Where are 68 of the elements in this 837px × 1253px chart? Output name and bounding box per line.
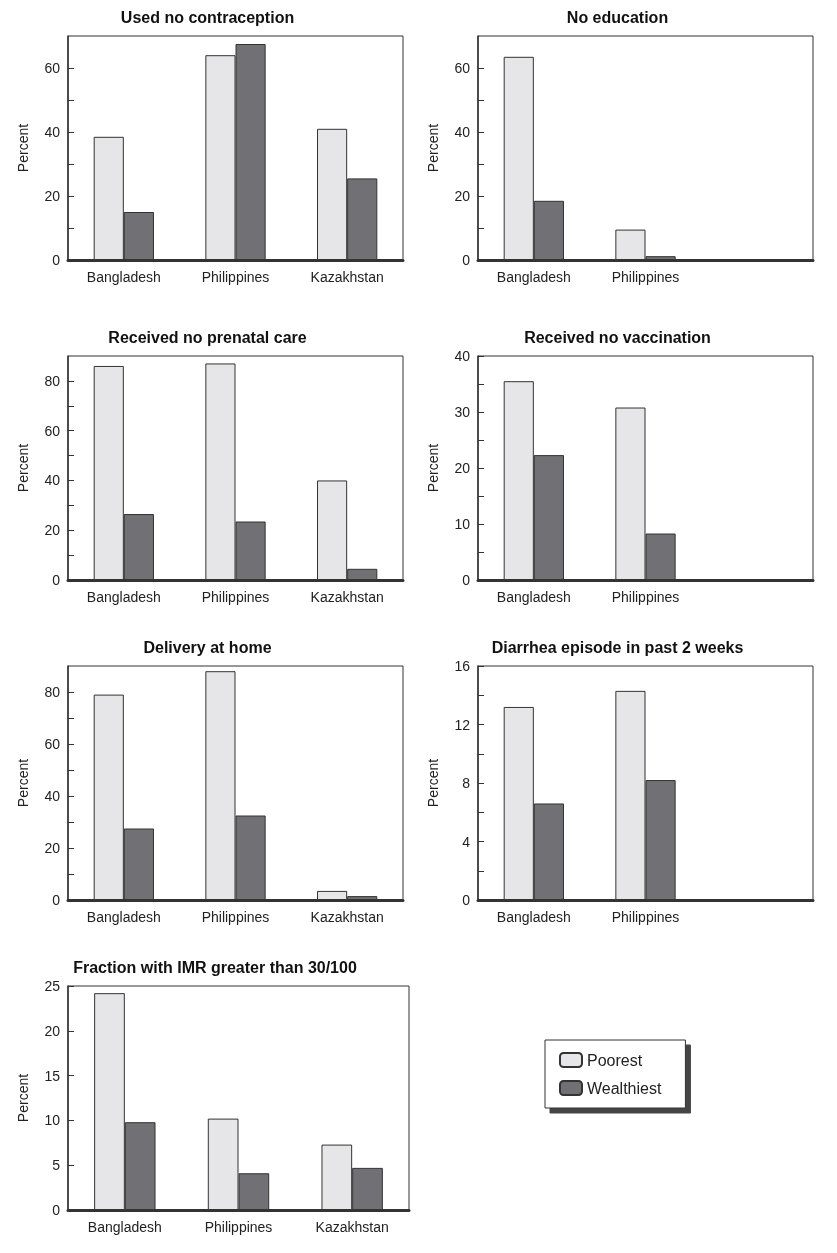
y-tick-label: 5 xyxy=(52,1157,61,1174)
x-tick-label: Bangladesh xyxy=(496,269,571,285)
x-tick-label: Philippines xyxy=(611,269,680,285)
chart-title: Used no contraception xyxy=(120,8,295,26)
x-tick-label: Kazakhstan xyxy=(310,589,384,605)
x-tick-label: Bangladesh xyxy=(86,269,161,285)
legend-label: Poorest xyxy=(587,1051,643,1069)
x-tick-label: Philippines xyxy=(204,1219,273,1235)
y-tick-label: 0 xyxy=(52,252,61,268)
y-axis-title: Percent xyxy=(15,123,31,173)
y-tick-label: 0 xyxy=(52,892,61,908)
chart-title: Received no vaccination xyxy=(524,328,711,346)
y-axis-title: Percent xyxy=(15,758,31,808)
y-tick-label: 0 xyxy=(52,572,61,588)
chart-title: Fraction with IMR greater than 30/100 xyxy=(73,958,357,976)
x-tick-label: Philippines xyxy=(611,909,680,925)
y-tick-label: 12 xyxy=(454,716,471,733)
y-tick-label: 0 xyxy=(462,892,471,908)
x-tick-label: Kazakhstan xyxy=(310,909,384,925)
y-tick-label: 8 xyxy=(462,775,471,791)
y-tick-label: 20 xyxy=(44,522,61,539)
y-tick-label: 0 xyxy=(462,572,471,588)
x-tick-label: Philippines xyxy=(201,269,270,285)
y-axis-title: Percent xyxy=(425,443,441,493)
y-tick-label: 20 xyxy=(454,188,471,204)
y-tick-label: 10 xyxy=(44,1112,61,1129)
y-tick-label: 20 xyxy=(44,1022,61,1039)
y-tick-label: 0 xyxy=(462,252,471,268)
y-tick-label: 40 xyxy=(44,124,61,140)
y-tick-label: 10 xyxy=(454,516,471,532)
chart-title: Delivery at home xyxy=(143,638,272,656)
y-axis-title: Percent xyxy=(425,758,441,808)
y-tick-label: 40 xyxy=(454,124,471,140)
legend-label: Wealthiest xyxy=(587,1079,662,1097)
y-tick-label: 80 xyxy=(44,684,61,700)
y-tick-label: 20 xyxy=(44,188,61,204)
y-tick-label: 25 xyxy=(44,978,61,994)
y-tick-label: 30 xyxy=(454,404,471,420)
x-tick-label: Bangladesh xyxy=(86,589,161,605)
x-tick-label: Kazakhstan xyxy=(315,1219,389,1235)
y-tick-label: 0 xyxy=(52,1202,61,1218)
y-axis-title: Percent xyxy=(15,443,31,493)
y-axis-title: Percent xyxy=(15,1073,31,1123)
y-tick-label: 60 xyxy=(44,422,61,439)
y-tick-label: 80 xyxy=(44,372,61,389)
y-axis-title: Percent xyxy=(425,123,441,173)
chart-title: Diarrhea episode in past 2 weeks xyxy=(491,638,744,656)
chart-title: No education xyxy=(566,8,669,26)
y-tick-label: 16 xyxy=(454,658,471,674)
x-tick-label: Philippines xyxy=(201,909,270,925)
y-tick-label: 40 xyxy=(454,348,471,364)
y-tick-label: 60 xyxy=(44,736,61,752)
x-tick-label: Philippines xyxy=(611,589,680,605)
y-tick-label: 40 xyxy=(44,788,61,804)
x-tick-label: Kazakhstan xyxy=(310,269,384,285)
x-tick-label: Philippines xyxy=(201,589,270,605)
x-tick-label: Bangladesh xyxy=(87,1219,162,1235)
y-tick-label: 20 xyxy=(44,840,61,856)
y-tick-label: 60 xyxy=(44,60,61,76)
chart-title: Received no prenatal care xyxy=(108,328,307,346)
y-tick-label: 4 xyxy=(462,833,471,850)
y-tick-label: 60 xyxy=(454,60,471,76)
y-tick-label: 40 xyxy=(44,472,61,489)
x-tick-label: Bangladesh xyxy=(86,909,161,925)
x-tick-label: Bangladesh xyxy=(496,589,571,605)
x-tick-label: Bangladesh xyxy=(496,909,571,925)
y-tick-label: 20 xyxy=(454,460,471,476)
y-tick-label: 15 xyxy=(44,1067,61,1084)
